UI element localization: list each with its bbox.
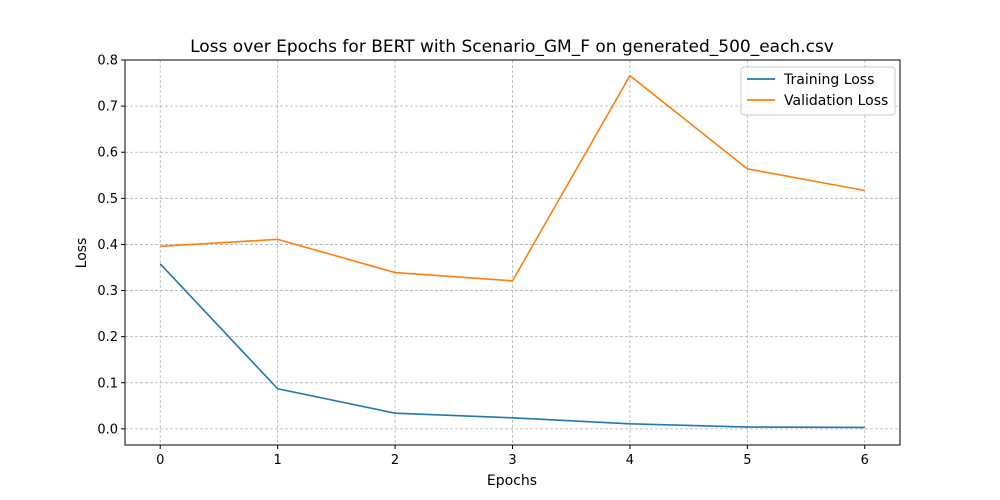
x-tick-label: 1 [274, 453, 282, 468]
x-tick-label: 6 [861, 453, 869, 468]
y-tick-label: 0.8 [97, 54, 118, 69]
y-tick-label: 0.1 [97, 376, 118, 391]
y-tick-label: 0.5 [97, 192, 118, 207]
x-axis-label: Epochs [487, 473, 537, 489]
series-group [159, 74, 865, 429]
legend: Training Loss Validation Loss [740, 66, 896, 116]
x-axis: 0 1 2 3 4 5 6 [156, 445, 869, 468]
y-axis: 0.0 0.1 0.2 0.3 0.4 0.5 0.6 0.7 0.8 [97, 54, 125, 437]
chart-title: Loss over Epochs for BERT with Scenario_… [190, 37, 834, 57]
validation-loss-legend-label: Validation Loss [784, 93, 888, 109]
y-axis-label: Loss [74, 238, 90, 269]
grid [125, 59, 900, 445]
x-tick-label: 4 [626, 453, 634, 468]
x-tick-label: 5 [743, 453, 751, 468]
training-loss-legend-label: Training Loss [783, 72, 874, 88]
y-tick-label: 0.2 [97, 330, 118, 345]
x-tick-label: 3 [508, 453, 516, 468]
y-tick-label: 0.4 [97, 238, 118, 253]
y-tick-label: 0.6 [97, 146, 118, 161]
y-tick-label: 0.0 [97, 422, 118, 437]
x-tick-label: 0 [156, 453, 164, 468]
validation-loss-line [160, 74, 865, 282]
legend-box [740, 66, 896, 116]
training-loss-line [159, 263, 865, 429]
x-tick-label: 2 [391, 453, 399, 468]
y-tick-label: 0.3 [97, 284, 118, 299]
y-tick-label: 0.7 [97, 100, 118, 115]
